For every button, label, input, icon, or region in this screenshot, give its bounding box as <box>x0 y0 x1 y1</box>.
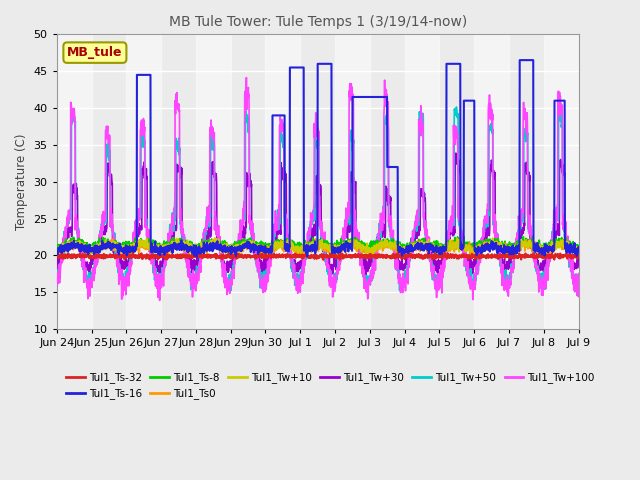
Y-axis label: Temperature (C): Temperature (C) <box>15 133 28 230</box>
Bar <box>544 35 579 329</box>
Bar <box>335 35 370 329</box>
Bar <box>474 35 509 329</box>
Text: MB_tule: MB_tule <box>67 46 123 59</box>
Bar <box>404 35 440 329</box>
Bar <box>196 35 230 329</box>
Title: MB Tule Tower: Tule Temps 1 (3/19/14-now): MB Tule Tower: Tule Temps 1 (3/19/14-now… <box>168 15 467 29</box>
Bar <box>266 35 300 329</box>
Bar <box>126 35 161 329</box>
Bar <box>57 35 92 329</box>
Legend: Tul1_Ts-32, Tul1_Ts-16, Tul1_Ts-8, Tul1_Ts0, Tul1_Tw+10, Tul1_Tw+30, Tul1_Tw+50,: Tul1_Ts-32, Tul1_Ts-16, Tul1_Ts-8, Tul1_… <box>62 368 599 404</box>
